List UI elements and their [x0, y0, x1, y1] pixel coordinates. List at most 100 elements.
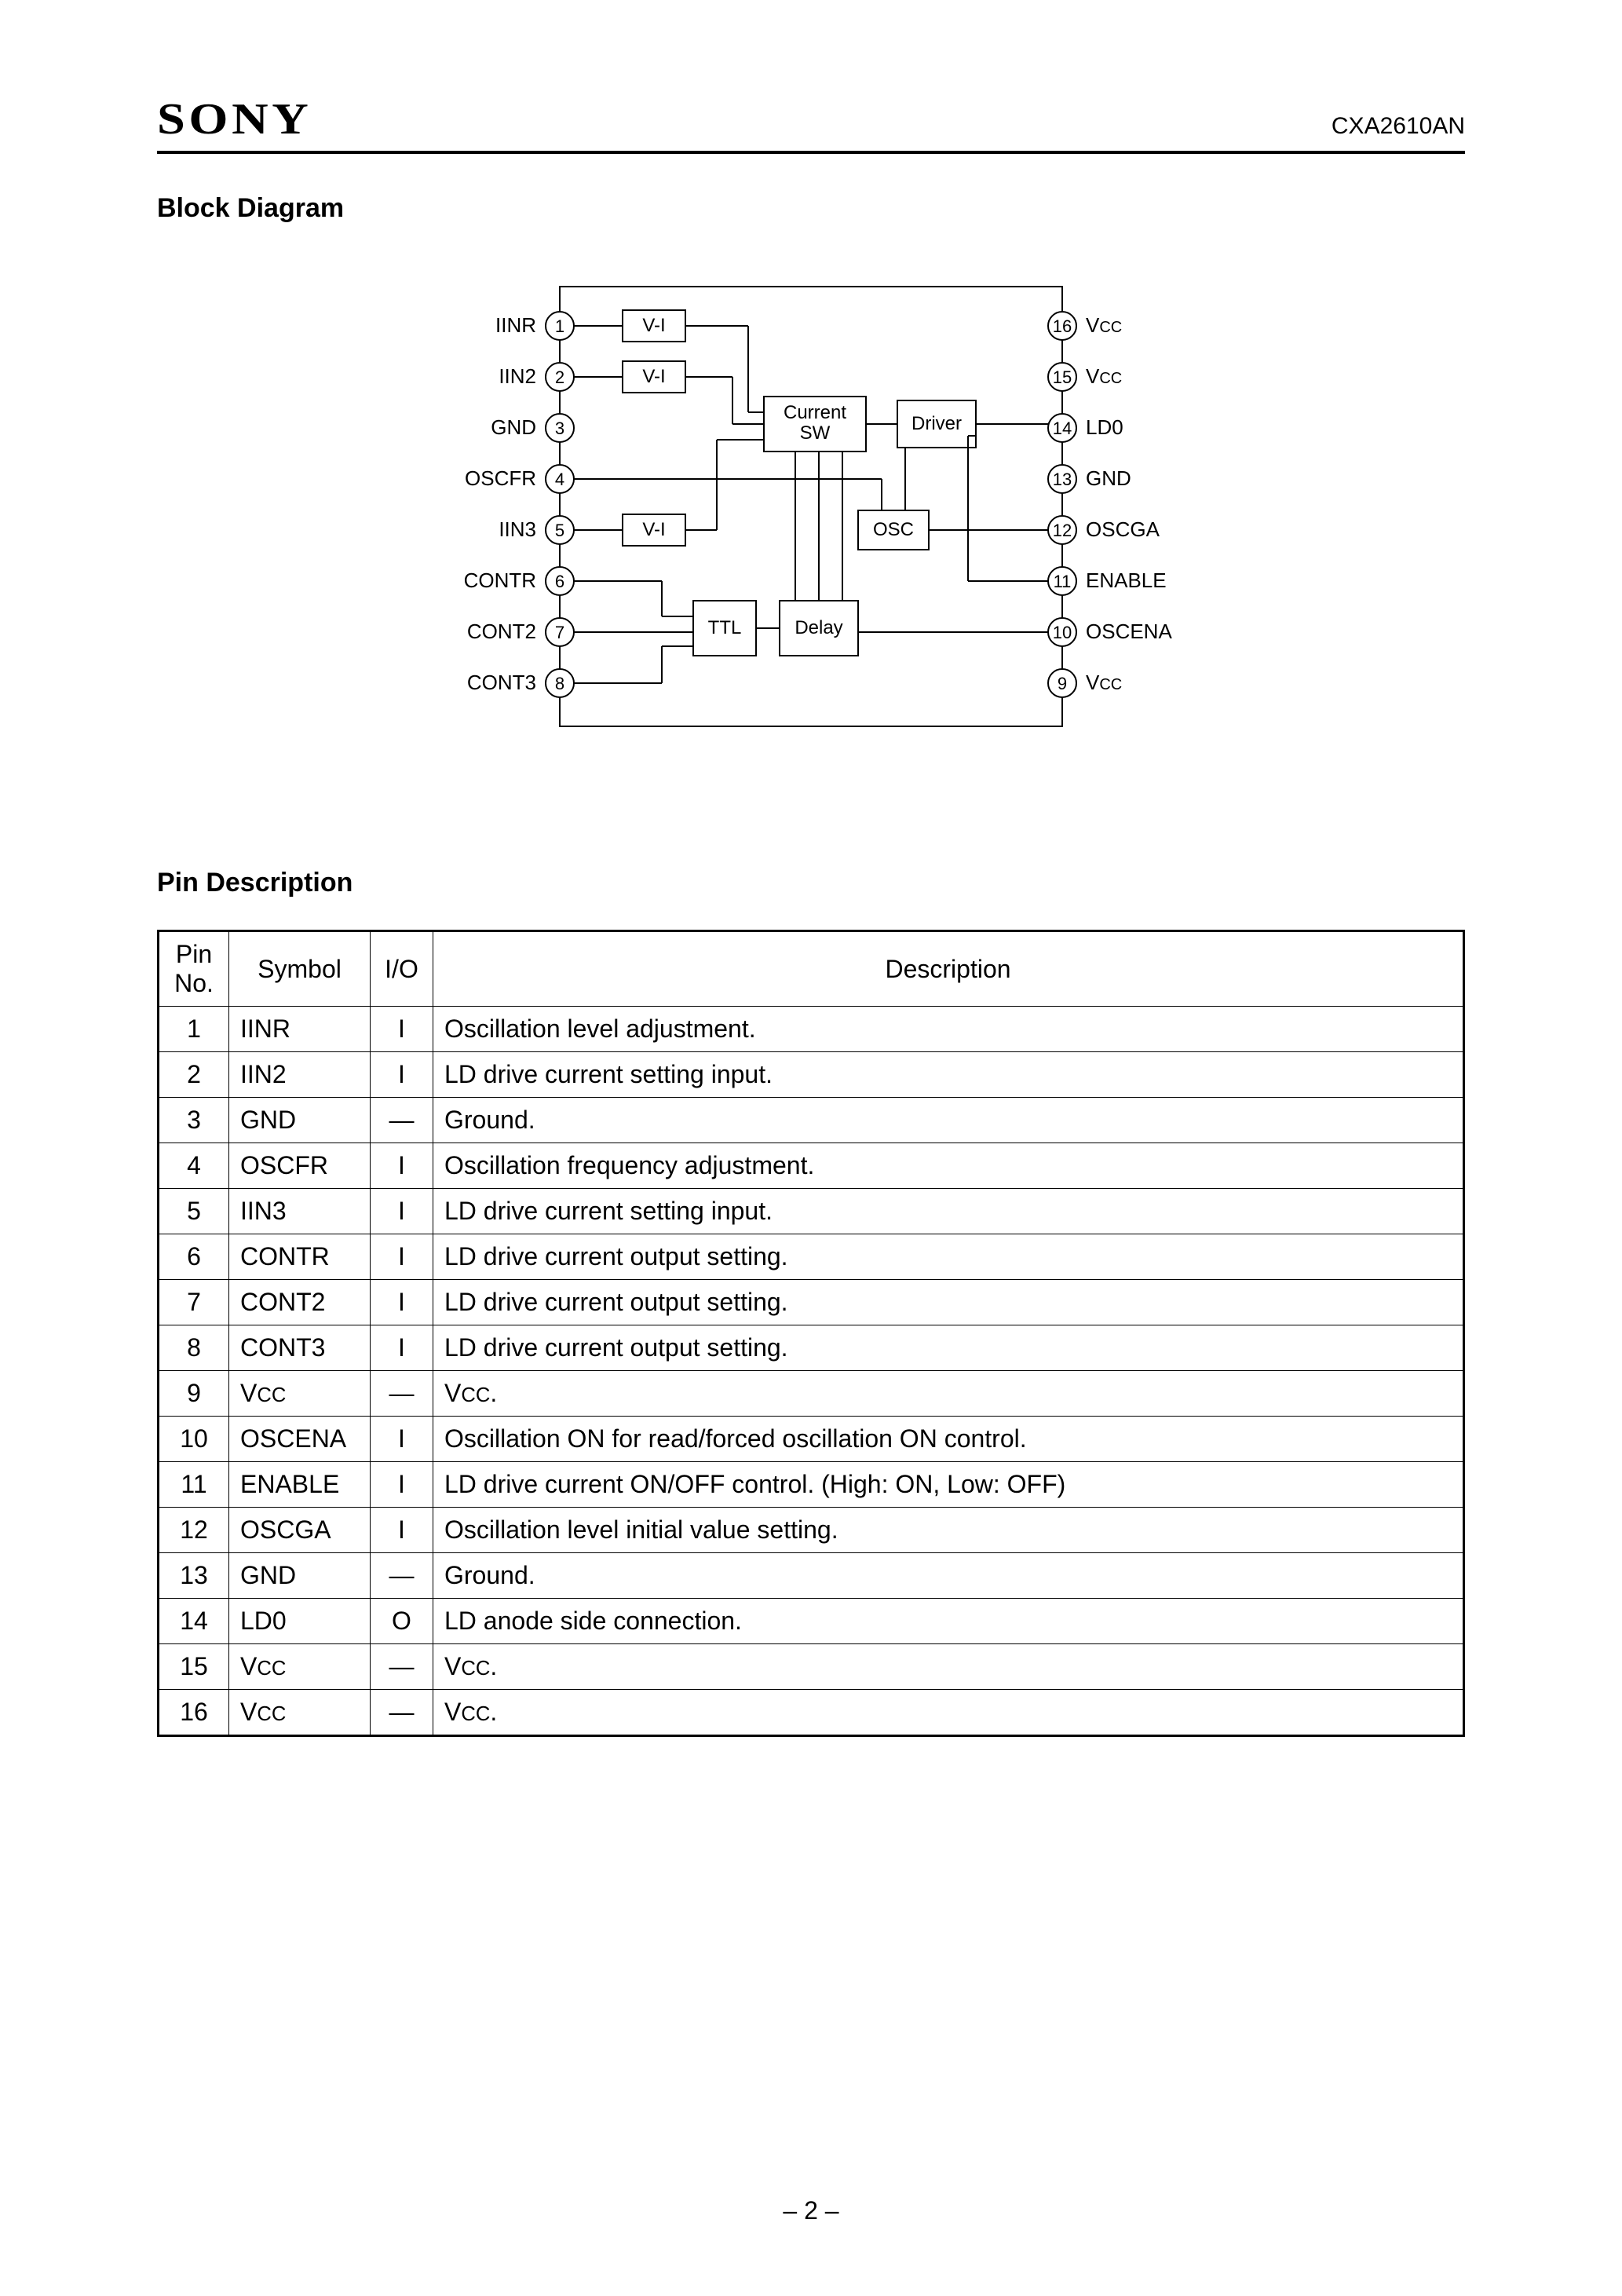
cell-symbol: IINR	[229, 1007, 371, 1052]
cell-desc: Oscillation level adjustment.	[433, 1007, 1464, 1052]
col-io: I/O	[371, 931, 433, 1007]
pin-number: 14	[1053, 419, 1072, 438]
cell-io: I	[371, 1325, 433, 1371]
pin-label: LD0	[1086, 415, 1123, 439]
cell-io: I	[371, 1280, 433, 1325]
cell-symbol: OSCENA	[229, 1417, 371, 1462]
table-row: 13GND—Ground.	[159, 1553, 1464, 1599]
cell-io: —	[371, 1098, 433, 1143]
cell-pin: 6	[159, 1234, 229, 1280]
table-row: 10OSCENAIOscillation ON for read/forced …	[159, 1417, 1464, 1462]
block-vi2-label: V-I	[642, 366, 665, 387]
cell-pin: 4	[159, 1143, 229, 1189]
cell-io: —	[371, 1644, 433, 1690]
pin-number: 7	[555, 623, 564, 642]
cell-pin: 12	[159, 1508, 229, 1553]
block-diagram-title: Block Diagram	[157, 193, 1465, 224]
pin-description-table: Pin No. Symbol I/O Description 1IINRIOsc…	[157, 930, 1465, 1737]
cell-io: I	[371, 1007, 433, 1052]
pin-number: 2	[555, 367, 564, 387]
cell-symbol: VCC	[229, 1644, 371, 1690]
cell-symbol: GND	[229, 1098, 371, 1143]
pin-label: VCC	[1086, 671, 1122, 694]
table-row: 11ENABLEILD drive current ON/OFF control…	[159, 1462, 1464, 1508]
pin-label: OSCGA	[1086, 517, 1160, 541]
cell-pin: 8	[159, 1325, 229, 1371]
table-row: 3GND—Ground.	[159, 1098, 1464, 1143]
pin-label: CONT2	[467, 620, 536, 643]
cell-pin: 13	[159, 1553, 229, 1599]
cell-symbol: CONTR	[229, 1234, 371, 1280]
cell-symbol: VCC	[229, 1690, 371, 1736]
table-row: 16VCC—VCC.	[159, 1690, 1464, 1736]
cell-desc: Oscillation ON for read/forced oscillati…	[433, 1417, 1464, 1462]
cell-symbol: GND	[229, 1553, 371, 1599]
pin-label: IINR	[495, 313, 536, 337]
block-osc-label: OSC	[873, 519, 914, 540]
cell-desc: LD drive current output setting.	[433, 1325, 1464, 1371]
pin-label: OSCENA	[1086, 620, 1172, 643]
pin-label: IIN3	[499, 517, 536, 541]
pin-label: CONTR	[464, 569, 536, 592]
pin-label: ENABLE	[1086, 569, 1167, 592]
cell-io: —	[371, 1690, 433, 1736]
cell-desc: LD drive current output setting.	[433, 1280, 1464, 1325]
pin-number: 4	[555, 470, 564, 489]
cell-symbol: IIN3	[229, 1189, 371, 1234]
cell-desc: LD anode side connection.	[433, 1599, 1464, 1644]
cell-desc: Ground.	[433, 1553, 1464, 1599]
cell-desc: LD drive current output setting.	[433, 1234, 1464, 1280]
table-row: 12OSCGAIOscillation level initial value …	[159, 1508, 1464, 1553]
cell-io: —	[371, 1553, 433, 1599]
cell-io: I	[371, 1189, 433, 1234]
cell-desc: LD drive current setting input.	[433, 1189, 1464, 1234]
cell-pin: 11	[159, 1462, 229, 1508]
cell-pin: 10	[159, 1417, 229, 1462]
block-ttl-label: TTL	[708, 617, 742, 638]
cell-symbol: ENABLE	[229, 1462, 371, 1508]
brand-logo: SONY	[157, 94, 312, 144]
cell-desc: VCC.	[433, 1690, 1464, 1736]
page-number: – 2 –	[0, 2196, 1622, 2225]
cell-io: I	[371, 1462, 433, 1508]
cell-symbol: IIN2	[229, 1052, 371, 1098]
cell-pin: 14	[159, 1599, 229, 1644]
pin-label: GND	[1086, 466, 1131, 490]
cell-io: I	[371, 1234, 433, 1280]
table-row: 7CONT2ILD drive current output setting.	[159, 1280, 1464, 1325]
cell-pin: 16	[159, 1690, 229, 1736]
cell-symbol: VCC	[229, 1371, 371, 1417]
block-currentsw-l2: SW	[800, 422, 831, 444]
page: SONY CXA2610AN Block Diagram	[0, 0, 1622, 2296]
part-number: CXA2610AN	[1332, 113, 1465, 140]
block-diagram-container: V-I V-I V-I Current SW Driver OSC TTL De…	[157, 255, 1465, 758]
cell-pin: 3	[159, 1098, 229, 1143]
block-vi1-label: V-I	[642, 315, 665, 336]
cell-desc: VCC.	[433, 1644, 1464, 1690]
cell-pin: 7	[159, 1280, 229, 1325]
table-row: 8CONT3ILD drive current output setting.	[159, 1325, 1464, 1371]
pin-number: 3	[555, 419, 564, 438]
pin-number: 6	[555, 572, 564, 591]
block-vi3-label: V-I	[642, 519, 665, 540]
cell-pin: 15	[159, 1644, 229, 1690]
table-row: 15VCC—VCC.	[159, 1644, 1464, 1690]
pin-label: CONT3	[467, 671, 536, 694]
table-row: 2IIN2ILD drive current setting input.	[159, 1052, 1464, 1098]
cell-pin: 1	[159, 1007, 229, 1052]
block-currentsw-l1: Current	[784, 402, 846, 423]
cell-io: I	[371, 1508, 433, 1553]
cell-symbol: LD0	[229, 1599, 371, 1644]
col-symbol: Symbol	[229, 931, 371, 1007]
pin-label: VCC	[1086, 313, 1122, 337]
cell-desc: Oscillation frequency adjustment.	[433, 1143, 1464, 1189]
cell-pin: 2	[159, 1052, 229, 1098]
pin-number: 8	[555, 674, 564, 693]
pin-label: OSCFR	[465, 466, 536, 490]
cell-io: I	[371, 1052, 433, 1098]
cell-symbol: OSCFR	[229, 1143, 371, 1189]
cell-io: I	[371, 1417, 433, 1462]
pin-label: GND	[491, 415, 536, 439]
table-row: 9VCC—VCC.	[159, 1371, 1464, 1417]
cell-desc: Oscillation level initial value setting.	[433, 1508, 1464, 1553]
